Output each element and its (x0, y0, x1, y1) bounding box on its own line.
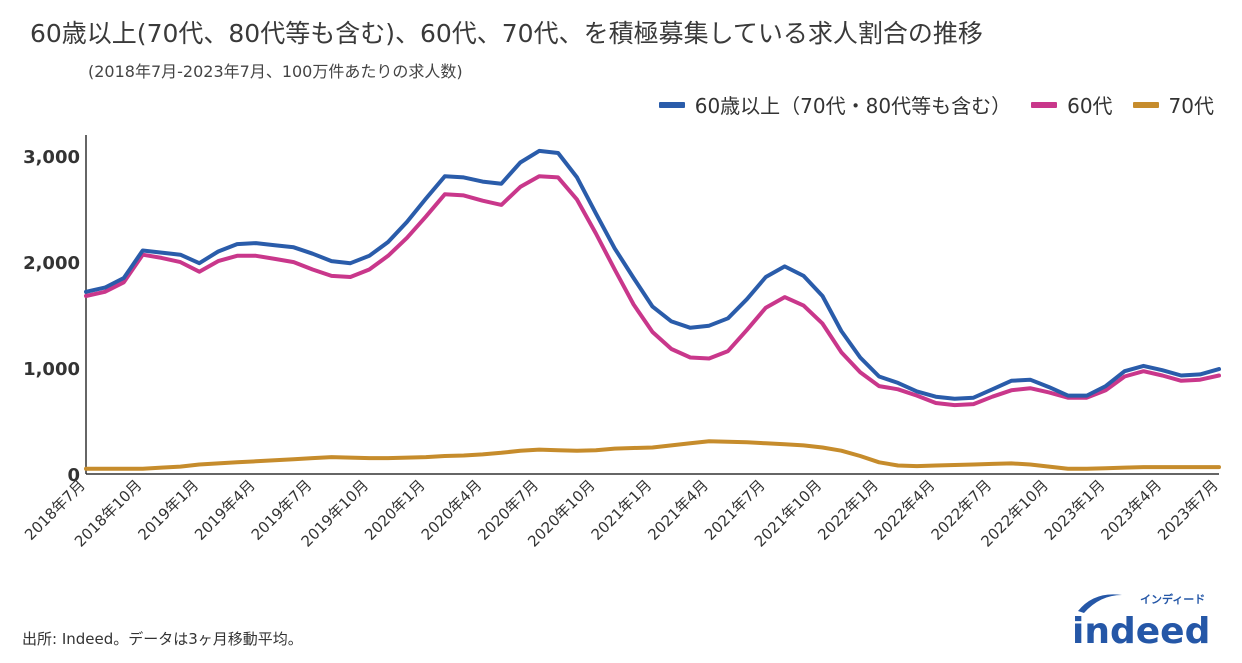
y-tick-label: 0 (67, 465, 80, 486)
legend-swatch-over60 (658, 101, 685, 108)
legend-label-over60: 60歳以上（70代・80代等も含む） (694, 94, 1012, 118)
series-line-over60 (84, 148, 1221, 401)
legend-item-60s: 60代 (1031, 90, 1113, 119)
legend-swatch-60s (1031, 101, 1058, 108)
x-tick-label: 2023年7月 (1154, 476, 1222, 544)
series-line-60s (84, 174, 1221, 408)
legend-item-70s: 70代 (1132, 90, 1214, 119)
chart-title: 60歳以上(70代、80代等も含む)、60代、70代、を積極募集している求人割合… (30, 19, 983, 48)
indeed-logo: インディード indeed (1072, 592, 1210, 649)
x-tick-label: 2022年4月 (871, 476, 939, 544)
x-tick-label: 2023年4月 (1097, 476, 1165, 544)
y-tick-label: 2,000 (23, 253, 80, 274)
x-tick-label: 2021年4月 (644, 476, 712, 544)
x-tick-label: 2022年1月 (814, 476, 882, 544)
legend-label-60s: 60代 (1067, 94, 1113, 118)
logo-wordmark: indeed (1072, 611, 1210, 649)
logo-arc-icon (1078, 594, 1122, 613)
source-note: 出所: Indeed。データは3ヶ月移動平均。 (22, 630, 303, 648)
y-tick-label: 3,000 (23, 147, 80, 168)
legend: 60歳以上（70代・80代等も含む） 60代 70代 (658, 90, 1214, 119)
x-tick-label: 2021年1月 (588, 476, 656, 544)
legend-swatch-70s (1132, 101, 1159, 108)
legend-item-over60: 60歳以上（70代・80代等も含む） (658, 90, 1012, 119)
x-tick-label: 2023年1月 (1041, 476, 1109, 544)
x-tick-label: 2020年1月 (361, 476, 429, 544)
series-line-70s (84, 439, 1221, 471)
x-tick-label: 2019年4月 (191, 476, 259, 544)
x-tick-label: 2020年4月 (418, 476, 486, 544)
y-tick-label: 1,000 (23, 359, 80, 380)
x-tick-label: 2019年1月 (134, 476, 202, 544)
chart-subtitle: (2018年7月-2023年7月、100万件あたりの求人数) (88, 62, 463, 81)
legend-label-70s: 70代 (1168, 94, 1214, 118)
logo-kana: インディード (1140, 592, 1205, 606)
